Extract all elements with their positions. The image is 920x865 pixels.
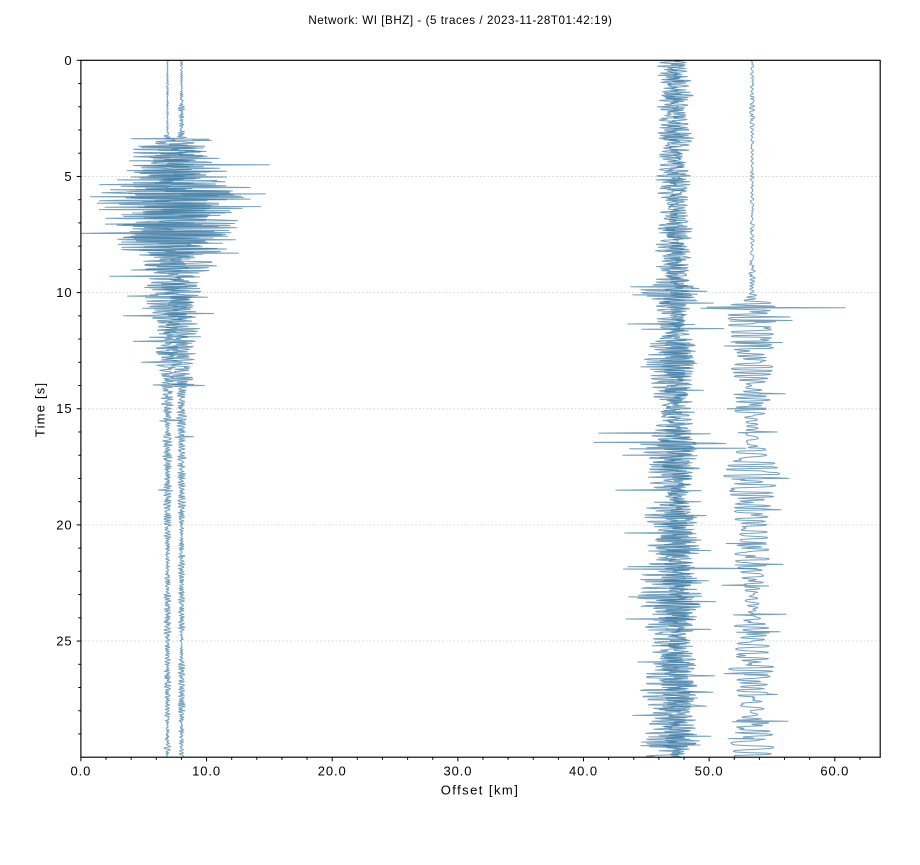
svg-text:Time [s]: Time [s] [33, 382, 48, 437]
svg-text:60.0: 60.0 [820, 764, 849, 779]
svg-text:25: 25 [56, 634, 72, 649]
svg-text:10: 10 [56, 285, 72, 300]
svg-text:40.0: 40.0 [569, 764, 598, 779]
svg-text:15: 15 [56, 401, 72, 416]
svg-text:Offset [km]: Offset [km] [441, 783, 520, 798]
svg-text:50.0: 50.0 [695, 764, 724, 779]
svg-text:30.0: 30.0 [443, 764, 472, 779]
svg-text:5: 5 [64, 169, 72, 184]
svg-text:10.0: 10.0 [192, 764, 221, 779]
svg-text:0: 0 [64, 53, 72, 68]
svg-text:Network: WI [BHZ] - (5 traces: Network: WI [BHZ] - (5 traces / 2023-11-… [308, 14, 612, 27]
svg-text:20: 20 [56, 517, 72, 532]
svg-text:0.0: 0.0 [71, 764, 92, 779]
svg-text:20.0: 20.0 [318, 764, 347, 779]
